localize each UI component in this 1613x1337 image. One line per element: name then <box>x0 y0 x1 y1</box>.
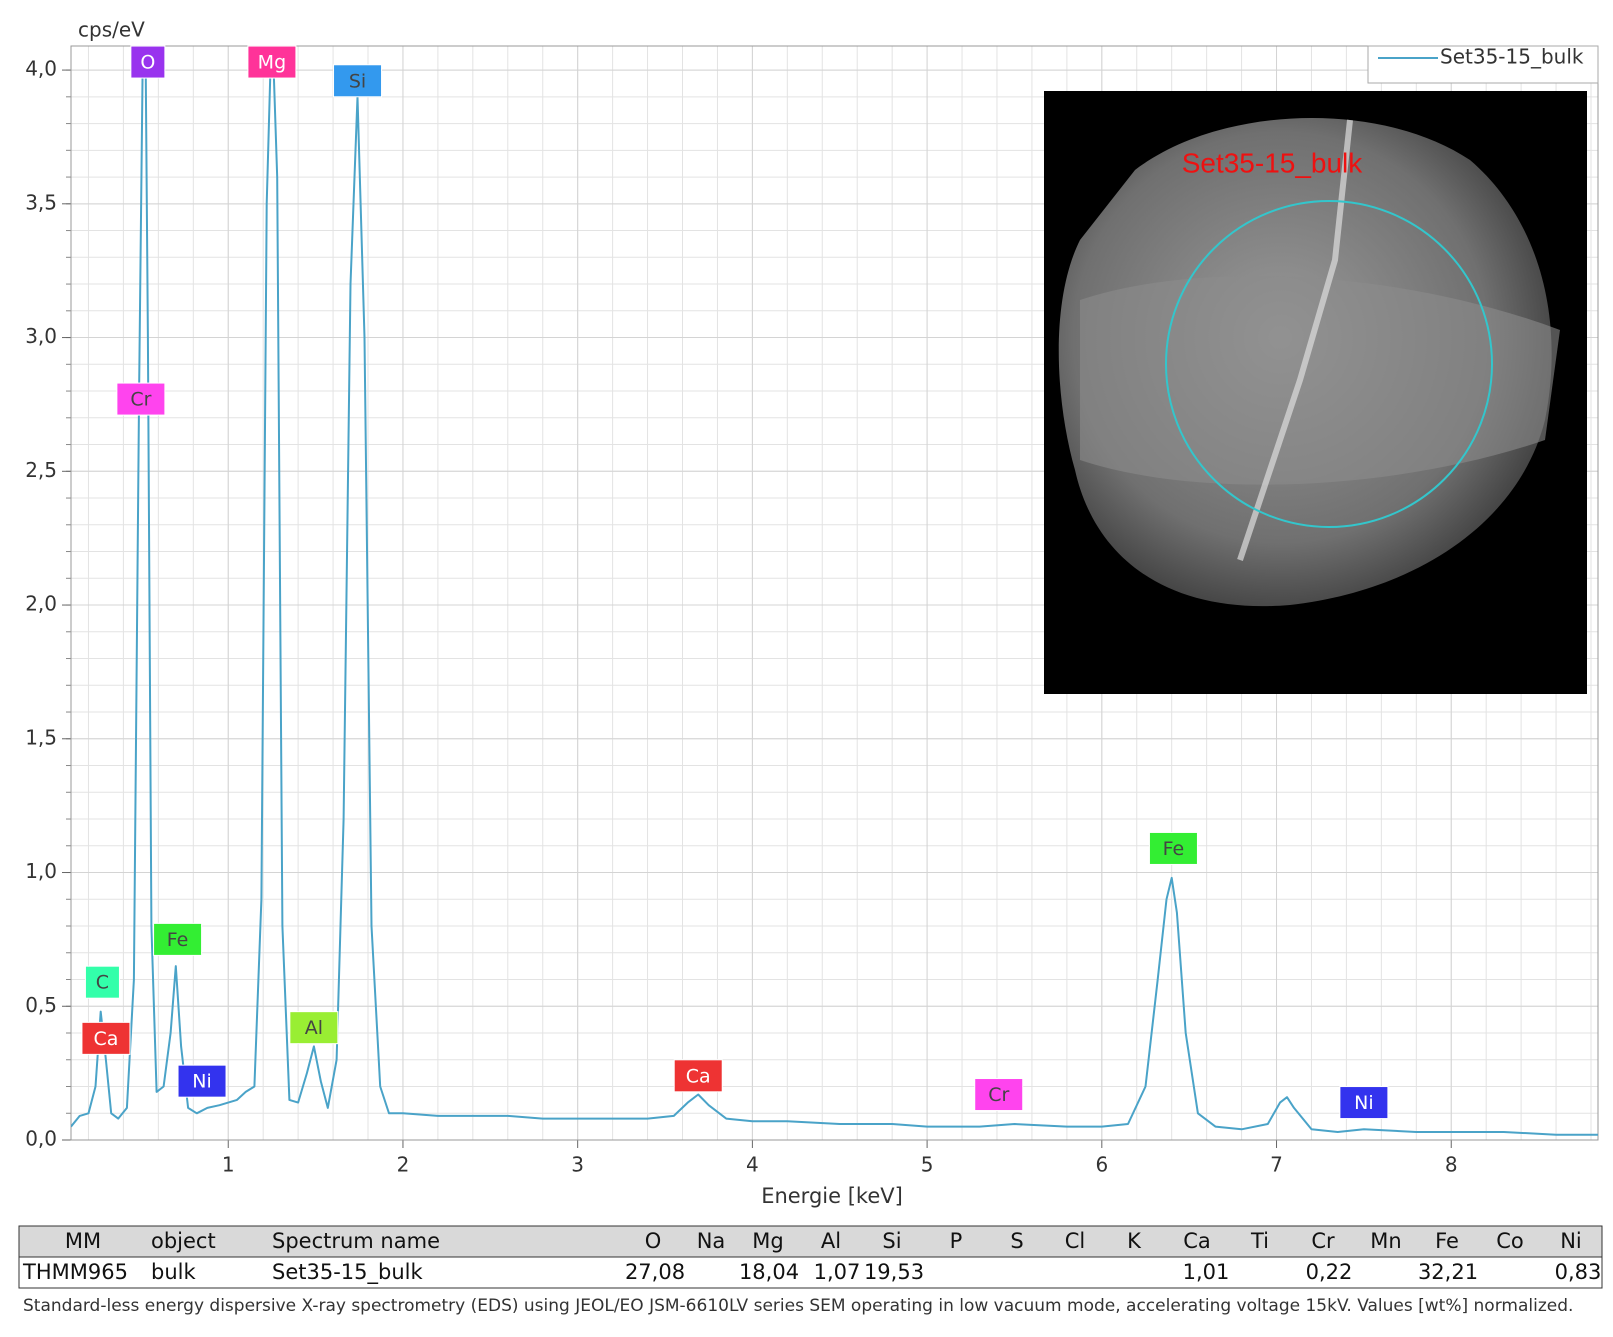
table-header: Al <box>821 1229 841 1253</box>
x-tick-label: 8 <box>1445 1153 1458 1177</box>
inset-label: Set35-15_bulk <box>1182 147 1364 178</box>
table-header: K <box>1127 1229 1142 1253</box>
element-label: Mg <box>258 52 286 74</box>
table-cell: bulk <box>151 1260 196 1284</box>
table-header: Cr <box>1311 1229 1335 1253</box>
table-header: O <box>645 1229 662 1253</box>
table-header: Cl <box>1065 1229 1086 1253</box>
grain-facet <box>1080 276 1560 485</box>
y-tick-label: 1,5 <box>25 725 57 749</box>
element-label: C <box>96 972 109 994</box>
element-label: Al <box>305 1017 323 1039</box>
element-tag <box>289 1011 339 1045</box>
table-header: Mg <box>752 1229 783 1253</box>
y-tick-label: 4,0 <box>25 57 57 81</box>
y-tick-label: 3,0 <box>25 324 57 348</box>
y-axis-unit: cps/eV <box>78 18 145 42</box>
table-header: Si <box>882 1229 901 1253</box>
x-tick-label: 5 <box>921 1153 934 1177</box>
table-header: S <box>1010 1229 1023 1253</box>
element-tag <box>974 1078 1024 1112</box>
plot-frame <box>70 45 1599 1141</box>
element-tag <box>84 965 120 999</box>
element-tag <box>130 45 166 79</box>
element-label: Ni <box>1354 1092 1374 1114</box>
grain-crack <box>1237 119 1353 561</box>
table-cell: 27,08 <box>625 1260 685 1284</box>
table-cell: 0,83 <box>1555 1260 1602 1284</box>
element-tag <box>673 1059 723 1093</box>
table-header: Fe <box>1435 1229 1459 1253</box>
y-tick-label: 3,5 <box>25 190 57 214</box>
element-label: Ca <box>93 1028 118 1050</box>
plot-area <box>71 46 1598 1136</box>
element-tag <box>81 1021 131 1055</box>
y-tick-label: 0,0 <box>25 1127 57 1151</box>
element-tag <box>247 45 297 79</box>
table-cell: 0,22 <box>1306 1260 1353 1284</box>
table-cell: 18,04 <box>739 1260 799 1284</box>
element-label: Fe <box>1163 838 1185 860</box>
spectrum-line <box>71 46 1598 1136</box>
y-tick-label: 1,0 <box>25 859 57 883</box>
table-cell: THMM965 <box>22 1260 128 1284</box>
element-label: Ni <box>192 1071 212 1093</box>
table-header: P <box>950 1229 963 1253</box>
x-tick-label: 4 <box>746 1153 759 1177</box>
y-tick-label: 2,0 <box>25 592 57 616</box>
element-label: O <box>140 52 155 74</box>
table-header: Na <box>697 1229 726 1253</box>
table-cell: 32,21 <box>1418 1260 1478 1284</box>
element-label: Si <box>349 70 366 92</box>
table-cell: 1,07 <box>814 1260 861 1284</box>
table-header: Ni <box>1560 1229 1582 1253</box>
y-tick-label: 2,5 <box>25 458 57 482</box>
table-header: Co <box>1496 1229 1524 1253</box>
element-tag <box>1148 831 1198 865</box>
element-label: Cr <box>988 1084 1009 1106</box>
caption: Standard-less energy dispersive X-ray sp… <box>23 1296 1573 1316</box>
table-header: MM <box>65 1229 101 1253</box>
x-tick-label: 7 <box>1270 1153 1283 1177</box>
element-tag <box>1339 1086 1389 1120</box>
legend-label: Set35-15_bulk <box>1440 45 1584 69</box>
analysis-area <box>1165 200 1493 528</box>
table: MM object Spectrum name O Na Mg Al Si P S Cl K Ca Ti C… <box>18 1225 1603 1289</box>
element-label: Fe <box>167 929 189 951</box>
element-tag <box>177 1064 227 1098</box>
legend: Set35-15_bulk <box>1367 45 1599 84</box>
table-cell: Set35-15_bulk <box>272 1260 423 1285</box>
element-tag <box>333 64 383 98</box>
table-header: Mn <box>1370 1229 1401 1253</box>
table-header: Spectrum name <box>272 1229 440 1253</box>
table-cell: 1,01 <box>1183 1260 1230 1284</box>
element-label: Cr <box>130 389 151 411</box>
table-row-bg <box>18 1256 1603 1289</box>
x-tick-label: 2 <box>397 1153 410 1177</box>
legend-box <box>1367 45 1599 84</box>
table-cell: 19,53 <box>864 1260 924 1284</box>
x-axis-label: Energie [keV] <box>761 1184 903 1208</box>
y-tick-label: 0,5 <box>25 993 57 1017</box>
table-header-bg <box>18 1225 1603 1258</box>
table-header: Ca <box>1183 1229 1211 1253</box>
x-tick-label: 3 <box>571 1153 584 1177</box>
element-label: Ca <box>686 1065 711 1087</box>
element-tag <box>116 382 166 416</box>
annotations: O Mg Si Cr Fe C Ca Ni Al Ca Cr Fe Ni <box>81 45 1389 1120</box>
sem-image: Set35-15_bulk <box>1044 91 1587 694</box>
table-header: Ti <box>1250 1229 1269 1253</box>
x-tick-label: 1 <box>222 1153 235 1177</box>
table-header: object <box>151 1229 216 1253</box>
x-tick-label: 6 <box>1095 1153 1108 1177</box>
element-tag <box>153 922 203 956</box>
